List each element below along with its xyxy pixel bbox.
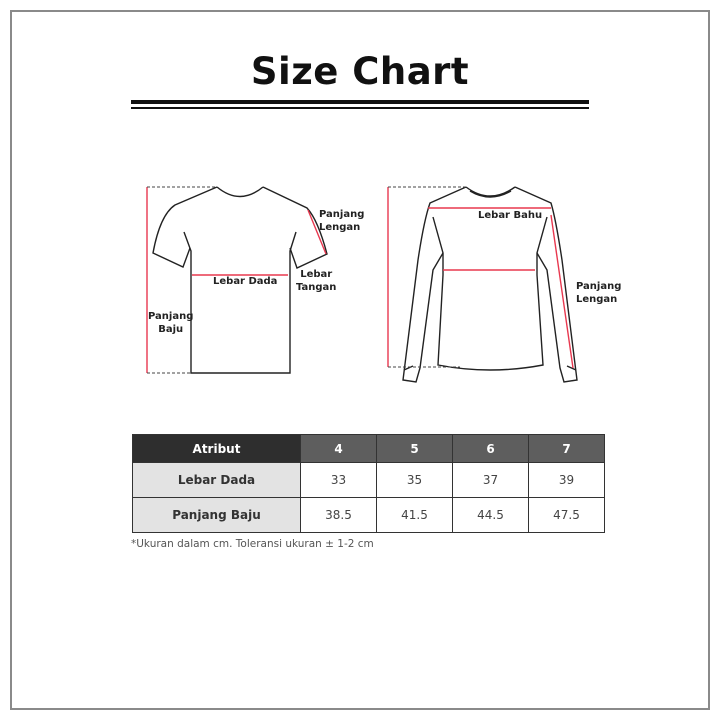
title-underline-thick	[131, 100, 589, 104]
header-size: 7	[528, 434, 605, 463]
label-panjang-lengan-tshirt: Panjang Lengan	[319, 209, 365, 233]
table-cell: 35	[376, 462, 453, 498]
table-cell: 39	[528, 462, 605, 498]
table-cell: 44.5	[452, 497, 529, 533]
label-lebar-dada: Lebar Dada	[213, 276, 278, 287]
size-note: *Ukuran dalam cm. Toleransi ukuran ± 1-2…	[131, 538, 374, 550]
label-lebar-bahu: Lebar Bahu	[478, 210, 543, 221]
table-cell: 38.5	[300, 497, 377, 533]
size-table: Atribut 4 5 6 7 Lebar Dada 33 35 37 39 P…	[132, 434, 605, 533]
table-header-row: Atribut 4 5 6 7	[132, 434, 605, 463]
label-panjang-lengan-longsleeve: Panjang Lengan	[576, 281, 622, 305]
title-underline-thin	[131, 107, 589, 109]
label-panjang-baju: Panjang Baju	[148, 311, 194, 335]
header-size: 5	[376, 434, 453, 463]
table-row: Lebar Dada 33 35 37 39	[132, 462, 605, 498]
table-row: Panjang Baju 38.5 41.5 44.5 47.5	[132, 497, 605, 533]
label-lebar-tangan: Lebar Tangan	[296, 269, 337, 293]
tshirt-illustration	[152, 186, 328, 374]
longsleeve-measure-lines	[387, 187, 574, 369]
header-size: 4	[300, 434, 377, 463]
outer-frame	[10, 10, 710, 710]
table-cell: 37	[452, 462, 529, 498]
page-title: Size Chart	[250, 50, 470, 93]
header-size: 6	[452, 434, 529, 463]
table-cell: 41.5	[376, 497, 453, 533]
longsleeve-illustration	[402, 186, 578, 383]
table-cell: 47.5	[528, 497, 605, 533]
row-label: Panjang Baju	[132, 497, 301, 533]
tshirt-measure-lines	[146, 187, 327, 373]
row-label: Lebar Dada	[132, 462, 301, 498]
header-atribut: Atribut	[132, 434, 301, 463]
table-cell: 33	[300, 462, 377, 498]
